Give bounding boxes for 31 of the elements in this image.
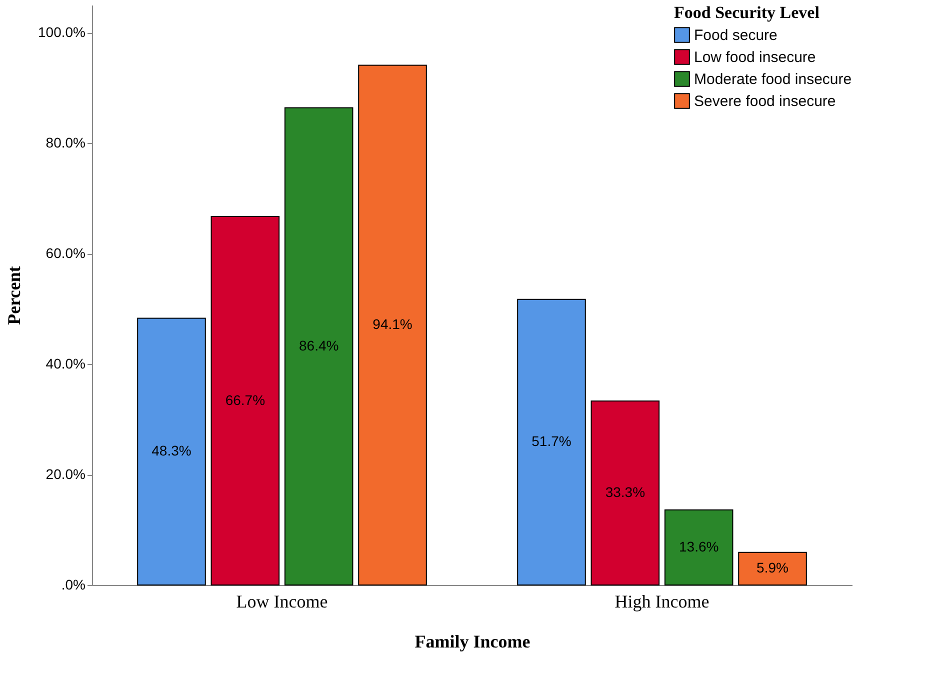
bar bbox=[664, 509, 734, 586]
bar bbox=[590, 400, 660, 586]
data-label: 66.7% bbox=[225, 392, 266, 408]
data-label: 33.3% bbox=[605, 484, 646, 500]
x-axis-title: Family Income bbox=[414, 632, 530, 652]
data-label: 86.4% bbox=[298, 337, 339, 354]
y-tick-label: .0% bbox=[61, 576, 86, 592]
y-tick-label: 100.0% bbox=[38, 24, 86, 40]
data-label: 48.3% bbox=[152, 442, 192, 459]
y-tick-label: 80.0% bbox=[46, 134, 86, 151]
legend-label: Severe food insecure bbox=[694, 93, 836, 110]
y-tick-label: 20.0% bbox=[46, 466, 86, 482]
legend-label: Moderate food insecure bbox=[694, 71, 852, 88]
bar bbox=[517, 298, 586, 586]
data-label: 94.1% bbox=[372, 316, 412, 332]
legend-label: Low food insecure bbox=[694, 49, 816, 66]
y-tick-label: 40.0% bbox=[46, 356, 86, 372]
bar bbox=[210, 216, 280, 586]
legend-title: Food Security Level bbox=[674, 3, 820, 22]
data-label: 13.6% bbox=[678, 538, 719, 554]
x-tick-label: Low Income bbox=[236, 592, 328, 612]
data-label: 51.7% bbox=[532, 433, 572, 450]
bar bbox=[284, 107, 354, 586]
y-axis-title: Percent bbox=[4, 266, 24, 325]
legend-label: Food secure bbox=[694, 27, 778, 44]
bar bbox=[137, 318, 206, 586]
y-tick-label: 60.0% bbox=[46, 245, 86, 262]
data-label: 5.9% bbox=[756, 560, 788, 576]
bar bbox=[358, 64, 427, 586]
x-tick-label: High Income bbox=[614, 592, 710, 612]
bar bbox=[738, 552, 807, 586]
